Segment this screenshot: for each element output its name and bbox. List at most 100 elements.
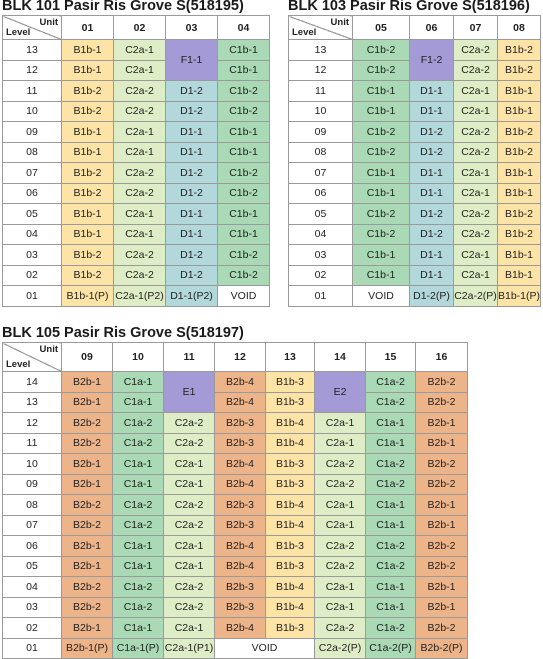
unit-type-cell: B1b-1 xyxy=(497,100,541,122)
unit-type-cell: C1b-2 xyxy=(217,80,270,102)
unit-type-cell: B2b-1 xyxy=(415,432,468,454)
unit-type-cell: B1b-3 xyxy=(265,371,315,393)
unit-type-cell: B2b-2 xyxy=(415,453,468,475)
level-row: 03 C1b-1 D1-1 C2a-1 B1b-1 xyxy=(288,244,541,266)
level-row: 07 B1b-2 C2a-2 D1-2 C1b-2 xyxy=(2,162,270,184)
unit-type-cell: B1b-2 xyxy=(61,244,114,266)
unit-type-cell: C1a-2 xyxy=(365,617,416,639)
unit-type-cell: B1b-1 xyxy=(497,80,541,102)
unit-table-blk-101: Unit Level 01 02 03 04 13 B1b-1 C2a-1 F1-1 C1b-1 12… xyxy=(2,15,270,307)
unit-type-cell: F1-2 xyxy=(409,39,454,81)
unit-type-cell: C1b-2 xyxy=(217,162,270,184)
unit-type-cell: D1-2 xyxy=(165,244,218,266)
unit-header: 10 xyxy=(112,342,164,372)
unit-type-cell: C2a-2 xyxy=(314,453,366,475)
unit-type-cell: E2 xyxy=(314,371,366,413)
unit-level-corner: Unit Level xyxy=(2,342,62,372)
unit-type-cell: B2b-4 xyxy=(214,617,266,639)
unit-header: 02 xyxy=(113,15,166,40)
unit-type-cell: C1b-2 xyxy=(217,100,270,122)
unit-type-cell: C1a-2 xyxy=(365,555,416,577)
level-axis-label: Level xyxy=(292,27,317,38)
unit-type-cell: C2a-2 xyxy=(113,264,166,286)
unit-header: 03 xyxy=(165,15,218,40)
unit-type-cell: C2a-1 xyxy=(314,514,366,536)
unit-type-cell: B1b-2 xyxy=(61,264,114,286)
unit-type-cell: B1b-4 xyxy=(265,576,315,598)
unit-type-cell: C1a-2(P) xyxy=(365,637,416,659)
unit-type-cell: C2a-2 xyxy=(453,59,498,81)
level-row: 07 B2b-2 C1a-2 C2a-2 B2b-3 B1b-4 C2a-1 C1a-1 B2b… xyxy=(2,514,468,536)
unit-type-cell: C2a-2 xyxy=(113,244,166,266)
unit-type-cell: C1a-2 xyxy=(365,473,416,495)
unit-type-cell: B1b-3 xyxy=(265,535,315,557)
unit-type-cell: C2a-1 xyxy=(163,535,215,557)
level-row: 10 B1b-2 C2a-2 D1-2 C1b-2 xyxy=(2,100,270,122)
level-label: 08 xyxy=(2,141,62,163)
unit-type-cell: B2b-4 xyxy=(214,371,266,393)
unit-type-cell: C2a-2 xyxy=(113,100,166,122)
level-label: 06 xyxy=(288,182,353,204)
unit-type-cell: B1b-1 xyxy=(61,141,114,163)
unit-type-cell: B1b-4 xyxy=(265,494,315,516)
level-row: 07 C1b-1 D1-1 C2a-1 B1b-1 xyxy=(288,162,541,184)
unit-type-cell: C2a-1 xyxy=(113,39,166,61)
level-row: 06 C1b-1 D1-1 C2a-1 B1b-1 xyxy=(288,182,541,204)
unit-type-cell: B1b-1(P) xyxy=(497,285,541,307)
unit-type-cell: C2a-2 xyxy=(163,412,215,434)
unit-type-cell: C1b-1 xyxy=(217,59,270,81)
level-label: 07 xyxy=(2,514,62,536)
unit-type-cell: B2b-1 xyxy=(61,535,113,557)
unit-type-cell: D1-1 xyxy=(409,244,454,266)
level-label: 13 xyxy=(2,391,62,413)
unit-type-cell: C1a-1 xyxy=(112,535,164,557)
unit-type-cell: C2a-1 xyxy=(314,494,366,516)
unit-type-cell: C1b-1 xyxy=(352,264,410,286)
unit-type-cell: B1b-2 xyxy=(497,223,541,245)
unit-type-cell: B1b-1 xyxy=(61,39,114,61)
level-label: 02 xyxy=(288,264,353,286)
level-label: 14 xyxy=(2,371,62,393)
unit-type-cell: B2b-3 xyxy=(214,494,266,516)
unit-type-cell: B2b-4 xyxy=(214,535,266,557)
unit-type-cell: C2a-1 xyxy=(163,473,215,495)
unit-type-cell: C1a-1 xyxy=(112,473,164,495)
level-label: 12 xyxy=(2,412,62,434)
level-row: 03 B1b-2 C2a-2 D1-2 C1b-2 xyxy=(2,244,270,266)
level-axis-label: Level xyxy=(6,27,31,38)
level-row: 06 B2b-1 C1a-1 C2a-1 B2b-4 B1b-3 C2a-2 C1a-2 B2b… xyxy=(2,535,468,557)
unit-axis-label: Unit xyxy=(39,344,58,355)
unit-type-cell: C1a-1 xyxy=(112,391,164,413)
unit-type-cell: B2b-3 xyxy=(214,596,266,618)
level-row: 09 B1b-1 C2a-1 D1-1 C1b-1 xyxy=(2,121,270,143)
unit-type-cell: C2a-2 xyxy=(314,555,366,577)
unit-type-cell: C2a-1(P1) xyxy=(163,637,215,659)
unit-type-cell: B2b-2(P) xyxy=(415,637,468,659)
unit-type-cell: C2a-1 xyxy=(453,80,498,102)
level-row: 02 C1b-1 D1-1 C2a-1 B1b-1 xyxy=(288,264,541,286)
unit-type-cell: C2a-1 xyxy=(314,596,366,618)
unit-type-cell: C1b-1 xyxy=(352,80,410,102)
unit-type-cell: C1a-1 xyxy=(365,514,416,536)
unit-type-cell: C1a-1 xyxy=(112,617,164,639)
level-label: 13 xyxy=(288,39,353,61)
unit-type-cell: C2a-1 xyxy=(163,617,215,639)
level-label: 10 xyxy=(2,100,62,122)
unit-type-cell: VOID xyxy=(214,637,315,659)
unit-type-cell: D1-2 xyxy=(165,100,218,122)
level-label: 04 xyxy=(288,223,353,245)
level-label: 03 xyxy=(2,596,62,618)
level-row: 13 C1b-2 F1-2 C2a-2 B1b-2 xyxy=(288,39,541,81)
level-row: 09 C1b-2 D1-2 C2a-2 B1b-2 xyxy=(288,121,541,143)
unit-type-cell: B1b-1 xyxy=(61,121,114,143)
unit-type-cell: C1b-1 xyxy=(217,223,270,245)
level-label: 07 xyxy=(2,162,62,184)
unit-type-cell: B1b-2 xyxy=(497,39,541,61)
unit-type-cell: C1a-1 xyxy=(112,453,164,475)
unit-type-cell: D1-1 xyxy=(409,264,454,286)
unit-type-cell: C1a-2 xyxy=(365,391,416,413)
unit-type-cell: C1a-2 xyxy=(112,576,164,598)
unit-type-cell: B1b-2 xyxy=(497,203,541,225)
unit-type-cell: VOID xyxy=(352,285,410,307)
unit-type-cell: C2a-2 xyxy=(314,473,366,495)
